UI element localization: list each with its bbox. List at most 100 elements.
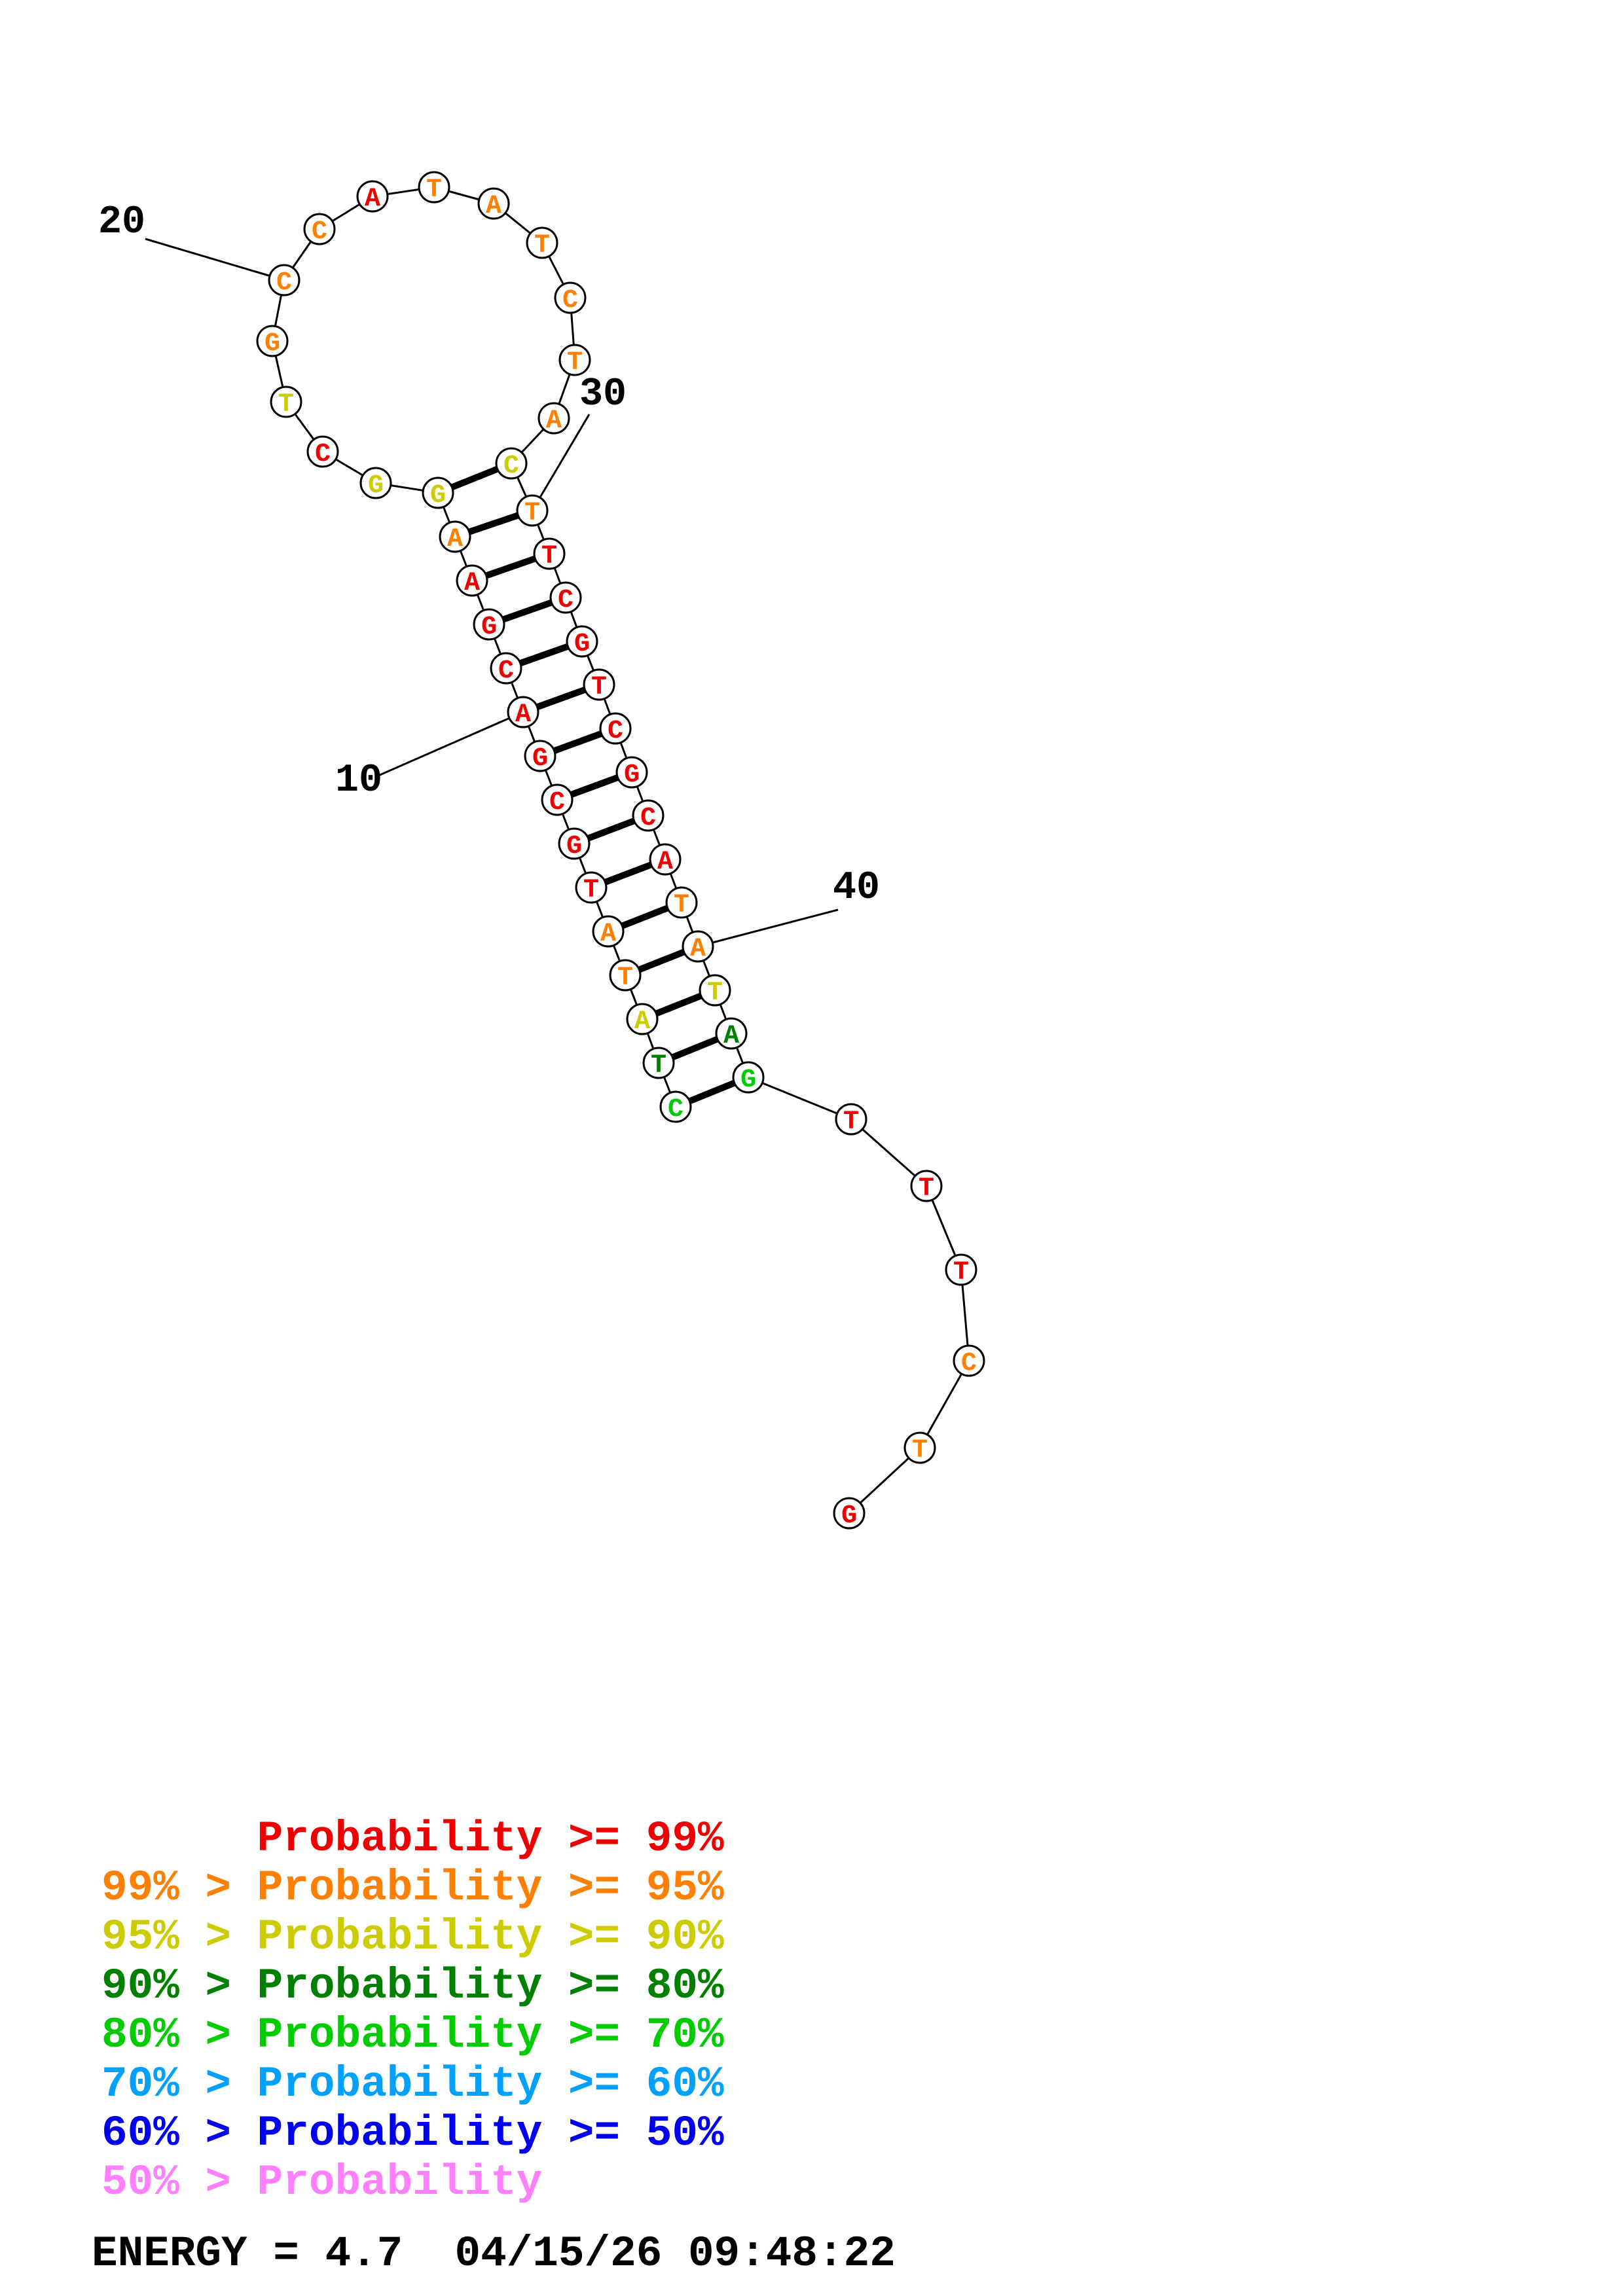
base-circle	[359, 467, 392, 499]
base-letter: A	[634, 1007, 650, 1037]
base-circle	[495, 447, 528, 480]
base-letter: C	[961, 1349, 977, 1378]
base-letter: C	[498, 656, 514, 686]
base-circle	[642, 1047, 675, 1079]
legend-line: Probability >= 99%	[101, 1814, 724, 1863]
base-circle	[682, 930, 714, 963]
backbone-segment	[919, 1360, 970, 1448]
base-letter: A	[515, 700, 531, 730]
base-letter: T	[524, 499, 540, 528]
base-letter: C	[608, 717, 623, 746]
base-letter: T	[919, 1174, 934, 1204]
base-circle	[524, 740, 556, 772]
base-letter: A	[600, 920, 616, 949]
base-circle	[558, 344, 591, 376]
base-letter: T	[953, 1258, 969, 1287]
base-circle	[835, 1103, 867, 1136]
base-circle	[490, 652, 522, 685]
base-circle	[473, 608, 505, 641]
legend-line: 90% > Probability >= 80%	[101, 1962, 724, 2011]
legend-line: 99% > Probability >= 95%	[101, 1863, 724, 1912]
position-label-line	[378, 711, 524, 777]
base-circle	[439, 520, 471, 553]
base-letter: A	[464, 569, 480, 598]
base-letter: G	[841, 1501, 857, 1531]
base-circle	[665, 886, 698, 919]
base-circle	[659, 1090, 692, 1123]
base-circle	[418, 171, 450, 204]
base-letter: C	[276, 268, 292, 298]
position-label: 10	[335, 759, 382, 803]
base-circle	[592, 915, 625, 948]
base-letter: C	[315, 440, 331, 469]
base-circle	[615, 756, 648, 789]
base-letter: A	[657, 848, 673, 877]
base-letter: G	[430, 481, 446, 511]
base-letter: C	[549, 788, 565, 817]
base-letter: G	[624, 761, 640, 790]
base-circle	[715, 1017, 748, 1050]
backbone-segment	[850, 1118, 927, 1187]
base-circle	[583, 668, 615, 701]
base-letter: T	[591, 673, 607, 702]
base-letter: C	[312, 217, 327, 247]
base-letter: G	[566, 832, 582, 861]
base-circle	[699, 974, 731, 1007]
base-letter: C	[503, 452, 519, 481]
base-circle	[268, 264, 301, 296]
base-letter: T	[912, 1436, 928, 1465]
position-label: 40	[833, 866, 880, 910]
base-letter: G	[481, 613, 497, 642]
legend-line: 95% > Probability >= 90%	[101, 1912, 724, 1962]
base-letter: T	[583, 876, 599, 905]
position-label-line	[531, 414, 591, 511]
base-letter: C	[562, 286, 578, 315]
base-letter: A	[723, 1022, 739, 1051]
base-circle	[538, 402, 570, 435]
base-circle	[554, 281, 587, 314]
position-label: 30	[579, 372, 627, 417]
base-circle	[609, 959, 642, 992]
base-circle	[903, 1431, 936, 1464]
base-circle	[549, 581, 582, 614]
base-letter: T	[278, 390, 294, 420]
base-letter: C	[640, 804, 656, 833]
base-circle	[566, 625, 598, 658]
legend-line: 60% > Probability >= 50%	[101, 2109, 724, 2158]
base-circle	[477, 187, 510, 220]
base-letter: G	[574, 630, 590, 659]
base-letter: G	[368, 471, 384, 501]
base-letter: T	[707, 978, 723, 1008]
base-letter: A	[486, 192, 501, 221]
base-circle	[649, 843, 682, 876]
base-letter: A	[447, 525, 463, 554]
backbone-segment	[848, 1446, 921, 1515]
base-circle	[270, 386, 302, 418]
base-circle	[303, 213, 336, 245]
base-circle	[833, 1497, 866, 1530]
base-letter: C	[668, 1095, 684, 1124]
base-circle	[910, 1170, 943, 1202]
energy-text: ENERGY = 4.7 04/15/26 09:48:22	[92, 2229, 896, 2278]
base-circle	[256, 325, 289, 357]
base-letter: T	[534, 231, 550, 260]
base-letter: T	[674, 891, 689, 920]
base-letter: A	[365, 185, 380, 214]
base-letter: T	[426, 175, 442, 205]
legend-line: 70% > Probability >= 60%	[101, 2060, 724, 2109]
base-circle	[533, 537, 566, 570]
base-circle	[526, 226, 558, 259]
base-letter: G	[740, 1066, 756, 1095]
base-letter: G	[264, 329, 280, 359]
base-circle	[953, 1344, 985, 1377]
base-circle	[575, 871, 608, 904]
base-letter: A	[690, 935, 706, 964]
base-letter: T	[617, 963, 633, 993]
base-letter: T	[567, 348, 583, 378]
base-letter: T	[541, 542, 557, 571]
base-letter: T	[843, 1107, 859, 1137]
backbone-segment	[748, 1076, 852, 1121]
base-circle	[945, 1253, 977, 1286]
